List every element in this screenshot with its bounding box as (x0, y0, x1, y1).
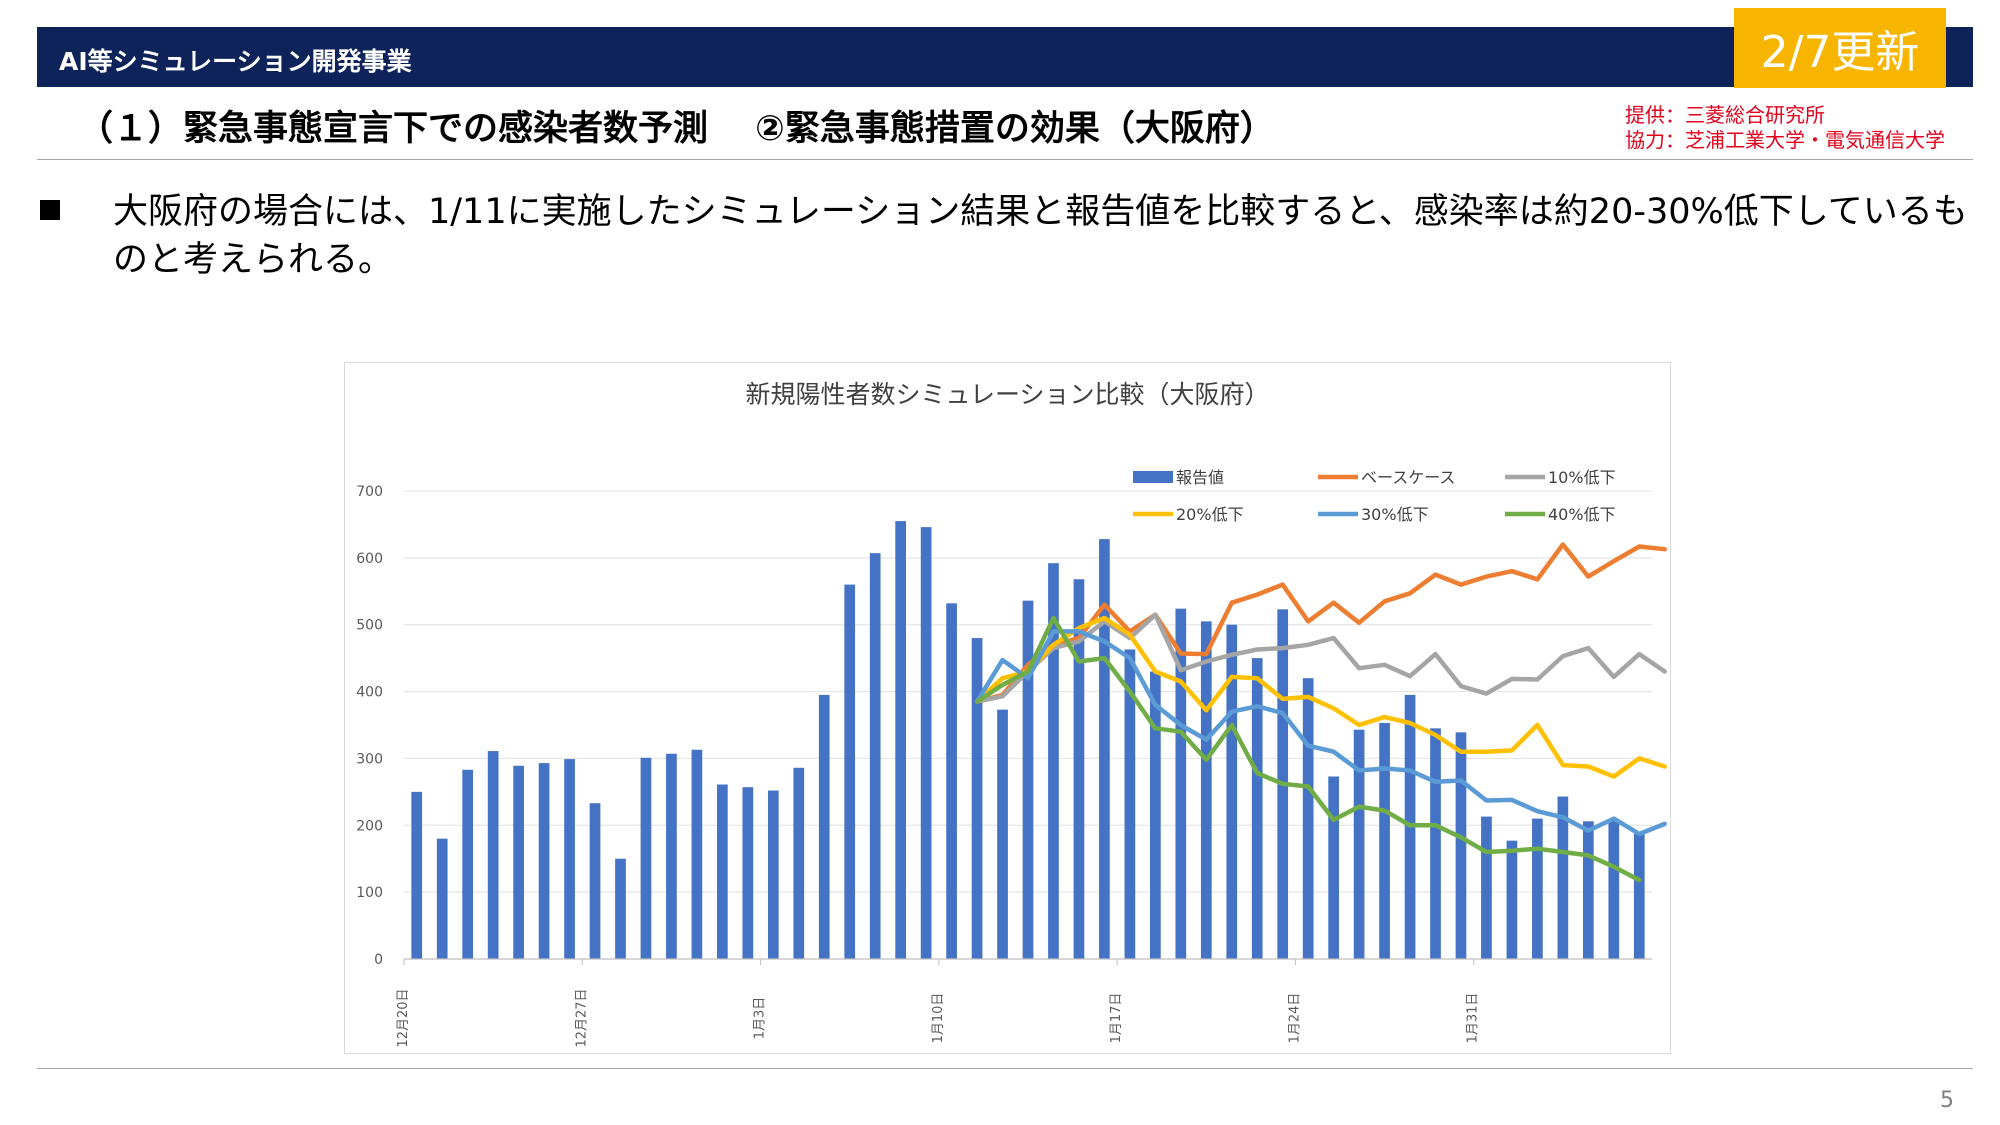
header-title: AI等シミュレーション開発事業 (59, 47, 412, 76)
legend-label: ベースケース (1361, 468, 1455, 487)
bar (691, 749, 703, 959)
bar (1379, 722, 1390, 959)
bar (1022, 600, 1034, 959)
y-tick-label: 600 (356, 551, 383, 567)
bar (1302, 678, 1314, 959)
divider-bottom (37, 1068, 1973, 1069)
x-tick-label: 12月20日 (396, 988, 411, 1047)
bar (1149, 671, 1161, 959)
page-number: 5 (1940, 1088, 1954, 1113)
credit-cooperation: 協力：芝浦工業大学・電気通信大学 (1625, 128, 1945, 152)
bar (1608, 819, 1620, 959)
x-tick-label: 12月27日 (574, 988, 589, 1047)
x-tick-label: 1月31日 (1466, 993, 1481, 1044)
bar (411, 791, 423, 959)
bar (818, 694, 830, 959)
bar (666, 753, 677, 959)
bar (844, 584, 856, 959)
bar (997, 709, 1008, 959)
y-tick-label: 0 (374, 952, 383, 968)
bar (1506, 840, 1518, 959)
credit-provider: 提供：三菱総合研究所 (1625, 103, 1825, 127)
legend-label: 20%低下 (1176, 505, 1244, 524)
bar (971, 638, 983, 959)
bar (564, 759, 575, 959)
bar (717, 784, 728, 959)
legend-swatch (1133, 471, 1173, 483)
series-line (974, 615, 1642, 883)
bar (1226, 624, 1238, 959)
bar (1532, 818, 1543, 959)
bar (1633, 833, 1645, 959)
bar (1557, 796, 1569, 959)
y-tick-label: 200 (356, 818, 383, 834)
bar (1455, 732, 1467, 959)
bar (1200, 621, 1212, 959)
bar (1328, 776, 1339, 959)
series-line (974, 615, 1667, 779)
bar (1251, 658, 1263, 959)
bar (895, 521, 907, 959)
bar (589, 803, 601, 959)
bar (462, 769, 474, 959)
y-tick-label: 400 (356, 685, 383, 701)
bar (793, 767, 805, 959)
bar (920, 527, 932, 959)
bar (487, 751, 499, 959)
bar (1124, 649, 1136, 959)
y-tick-label: 300 (356, 751, 383, 767)
bar (1353, 729, 1365, 959)
bar (1582, 821, 1594, 959)
legend-label: 30%低下 (1361, 505, 1429, 524)
update-badge: 2/7更新 (1734, 8, 1946, 88)
bar (946, 603, 957, 959)
legend-label: 報告値 (1176, 468, 1224, 487)
series-line (974, 629, 1667, 837)
bullet-square-icon (40, 200, 60, 220)
x-tick-label: 1月17日 (1109, 993, 1124, 1044)
bar (1430, 728, 1441, 959)
y-tick-label: 100 (356, 885, 383, 901)
chart-title: 新規陽性者数シミュレーション比較（大阪府） (745, 380, 1270, 409)
bar (1099, 539, 1110, 959)
header-bar (37, 27, 1973, 87)
bar (742, 787, 754, 959)
bar (640, 757, 652, 959)
bar (1175, 608, 1187, 959)
legend-label: 40%低下 (1548, 505, 1616, 524)
bar (869, 553, 881, 959)
x-tick-label: 1月10日 (931, 993, 946, 1044)
bar (436, 838, 448, 959)
bar (615, 858, 626, 959)
bar (538, 763, 550, 959)
bar (513, 765, 524, 959)
y-tick-label: 700 (356, 484, 383, 500)
body-text: 大阪府の場合には、1/11に実施したシミュレーション結果と報告値を比較すると、感… (113, 192, 1968, 280)
divider-top (37, 159, 1973, 160)
bar (1048, 563, 1059, 959)
bar (1073, 579, 1085, 959)
slide-subtitle: （１）緊急事態宣言下での感染者数予測 ②緊急事態措置の効果（大阪府） (78, 109, 1275, 149)
legend-label: 10%低下 (1548, 468, 1616, 487)
y-tick-label: 500 (356, 618, 383, 634)
series-line (974, 612, 1667, 704)
x-tick-label: 1月24日 (1287, 993, 1302, 1044)
x-tick-label: 1月3日 (753, 997, 768, 1040)
bar (1481, 816, 1492, 959)
bar (767, 790, 779, 959)
